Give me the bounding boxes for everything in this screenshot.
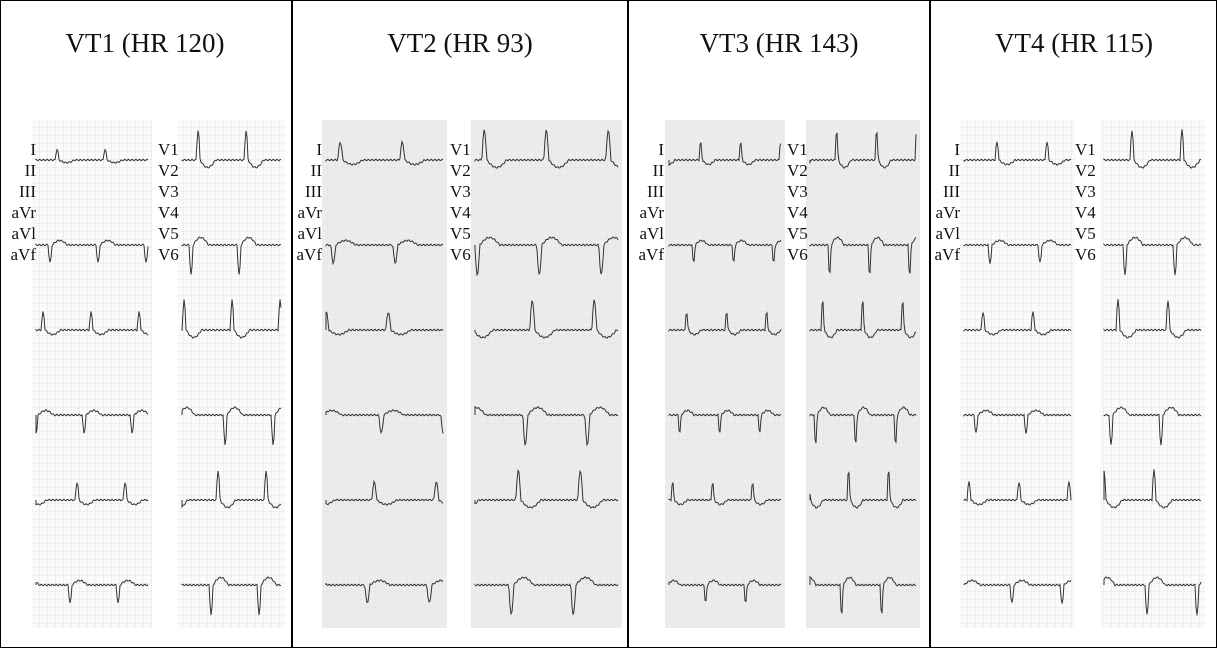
limb-lead-label: aVr [292,203,322,223]
limb-lead-label: aVl [2,224,36,244]
precordial-lead-label: V3 [158,182,179,202]
panel-title: VT1 (HR 120) [20,26,270,60]
limb-lead-label: aVr [932,203,960,223]
precordial-lead-label: V5 [450,224,471,244]
limb-lead-label: II [932,161,960,181]
limb-lead-label: I [932,140,960,160]
limb-lead-label: III [292,182,322,202]
precordial-lead-label: V6 [1075,245,1096,265]
limb-lead-label: I [630,140,664,160]
limb-lead-label: III [932,182,960,202]
precordial-lead-label: V4 [787,203,808,223]
precordial-lead-label: V3 [1075,182,1096,202]
panel-title: VT3 (HR 143) [636,26,922,60]
precordial-lead-label: V6 [450,245,471,265]
precordial-lead-label: V2 [450,161,471,181]
precordial-lead-label: V4 [1075,203,1096,223]
panel-title: VT2 (HR 93) [300,26,620,60]
limb-lead-label: aVr [630,203,664,223]
limb-lead-label: III [2,182,36,202]
precordial-lead-label: V2 [158,161,179,181]
precordial-lead-label: V1 [158,140,179,160]
precordial-lead-label: V6 [158,245,179,265]
limb-lead-label: II [2,161,36,181]
precordial-lead-label: V3 [787,182,808,202]
ecg-strip [806,120,920,628]
precordial-lead-label: V3 [450,182,471,202]
precordial-lead-label: V4 [158,203,179,223]
precordial-lead-label: V1 [450,140,471,160]
limb-lead-label: III [630,182,664,202]
ecg-strip [322,120,447,628]
precordial-lead-label: V2 [787,161,808,181]
ecg-strip [178,120,285,628]
panel-title: VT4 (HR 115) [995,26,1177,60]
figure [0,0,1217,648]
ecg-strip [960,120,1075,628]
limb-lead-label: I [2,140,36,160]
precordial-lead-label: V6 [787,245,808,265]
ecg-strip [665,120,785,628]
ecg-strip [32,120,152,628]
precordial-lead-label: V5 [158,224,179,244]
precordial-lead-label: V2 [1075,161,1096,181]
ecg-strip [1100,120,1205,628]
limb-lead-label: aVf [292,245,322,265]
limb-lead-label: II [630,161,664,181]
precordial-lead-label: V1 [1075,140,1096,160]
limb-lead-label: I [292,140,322,160]
limb-lead-label: aVl [630,224,664,244]
precordial-lead-label: V1 [787,140,808,160]
limb-lead-label: II [292,161,322,181]
precordial-lead-label: V4 [450,203,471,223]
limb-lead-label: aVf [932,245,960,265]
precordial-lead-label: V5 [1075,224,1096,244]
precordial-lead-label: V5 [787,224,808,244]
ecg-strip [471,120,622,628]
limb-lead-label: aVl [292,224,322,244]
limb-lead-label: aVf [630,245,664,265]
page: {"panels": [ {"title": "VT1 (HR 120)", "… [0,0,1217,648]
limb-lead-label: aVl [932,224,960,244]
limb-lead-label: aVr [2,203,36,223]
limb-lead-label: aVf [2,245,36,265]
